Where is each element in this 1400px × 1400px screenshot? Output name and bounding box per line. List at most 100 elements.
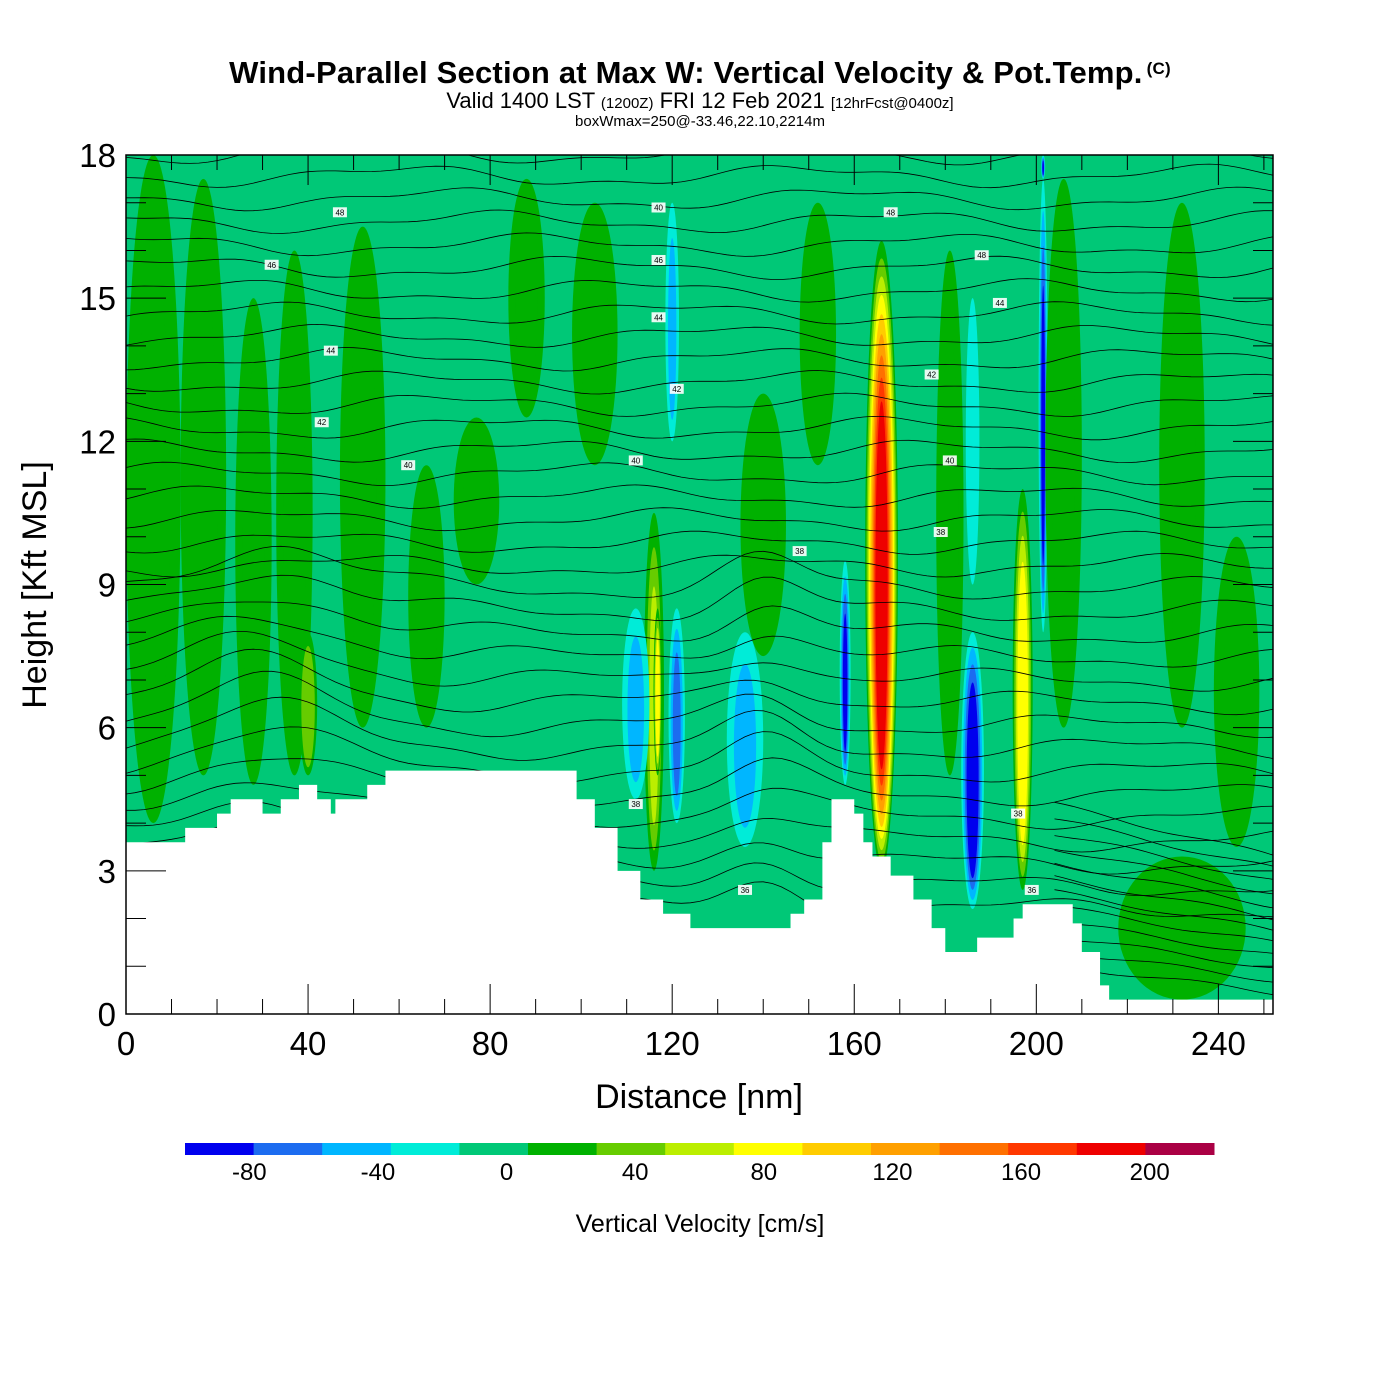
- isentrope-label-bg: [1011, 808, 1026, 819]
- isentrope-label-13: 44: [992, 297, 1007, 308]
- velocity-cell-26-2: [1052, 260, 1075, 679]
- velocity-cell-11-5: [656, 650, 660, 749]
- colorbar-swatch-6: [596, 1143, 666, 1155]
- velocity-cell-7-2: [462, 442, 491, 570]
- colorbar-swatch-1: [253, 1143, 323, 1155]
- isentrope-label-bg: [792, 546, 807, 557]
- isentrope-label-bg: [628, 799, 643, 810]
- isentrope-label-bg: [651, 254, 666, 265]
- colorbar-swatch-0: [185, 1143, 255, 1155]
- isentrope-line-13: [126, 574, 1273, 622]
- velocity-cell-3-2: [283, 328, 306, 729]
- copyright-mark: (C): [1146, 59, 1171, 78]
- isentrope-line-6: [126, 726, 1273, 784]
- isentrope-label-text: 36: [741, 886, 750, 895]
- isentrope-line-25: [126, 323, 1273, 348]
- isentrope-label-bg: [738, 884, 753, 895]
- velocity-cell-25-4: [1042, 160, 1044, 176]
- stable-layer-line-6: [1054, 875, 1273, 921]
- isentrope-line-22: [126, 392, 1273, 417]
- x-tick-label: 80: [472, 1025, 509, 1062]
- isentrope-line-24: [126, 347, 1273, 372]
- isentrope-label-text: 42: [927, 371, 936, 380]
- isentrope-label-bg: [651, 312, 666, 323]
- colorbar-swatch-4: [459, 1143, 529, 1155]
- isentrope-label-text: 38: [631, 800, 640, 809]
- forecast-info: [12hrFcst@0400z]: [830, 95, 954, 112]
- valid-date: FRI 12 Feb 2021: [659, 88, 825, 113]
- colorbar-swatch-10: [871, 1143, 941, 1155]
- stable-layer-line-2: [1054, 937, 1273, 969]
- colorbar-swatch-13: [1076, 1143, 1146, 1155]
- isentrope-label-20: 36: [1024, 884, 1039, 895]
- isentrope-label-bg: [314, 417, 329, 428]
- isentrope-label-bg: [883, 207, 898, 218]
- isentrope-line-19: [126, 461, 1273, 486]
- terrain-mask: [126, 770, 1273, 1014]
- isentrope-label-text: 44: [654, 313, 663, 322]
- isentrope-label-bg: [1024, 884, 1039, 895]
- isentrope-label-bg: [933, 527, 948, 538]
- isentrope-label-bg: [974, 250, 989, 261]
- isentrope-line-9: [126, 648, 1273, 716]
- isentrope-line-10: [126, 631, 1273, 692]
- colorbar-tick-label: 80: [750, 1159, 777, 1186]
- y-tick-label: 12: [79, 423, 116, 460]
- isentrope-label-text: 38: [795, 547, 804, 556]
- chart-title: Wind-Parallel Section at Max W: Vertical…: [0, 52, 1400, 90]
- isentrope-label-bg: [992, 297, 1007, 308]
- colorbar-tick-label: 40: [622, 1159, 649, 1186]
- stable-layer-line-9: [1054, 835, 1273, 880]
- isentrope-label-7: 44: [651, 312, 666, 323]
- stable-layer-line-11: [1054, 801, 1273, 856]
- colorbar-swatch-3: [390, 1143, 460, 1155]
- velocity-cell-15-2: [733, 664, 757, 828]
- box-wmax-info: boxWmax=250@-33.46,22.10,2214m: [575, 113, 825, 130]
- velocity-cell-17-2: [806, 241, 829, 442]
- valid-lst: Valid 1400 LST: [446, 88, 595, 113]
- isentrope-label-bg: [651, 202, 666, 213]
- isentrope-label-text: 40: [654, 203, 663, 212]
- isentrope-label-bg: [264, 259, 279, 270]
- isentrope-line-18: [126, 484, 1273, 509]
- stable-layer-line-4: [1054, 905, 1273, 942]
- stable-layer-line-10: [1054, 818, 1273, 867]
- isentrope-label-text: 40: [404, 461, 413, 470]
- isentrope-label-17: 38: [628, 799, 643, 810]
- colorbar-swatch-9: [802, 1143, 872, 1155]
- isentrope-line-21: [126, 415, 1273, 441]
- isentrope-label-text: 36: [1027, 886, 1036, 895]
- velocity-cell-21-5: [968, 702, 977, 865]
- isentrope-label-bg: [924, 369, 939, 380]
- isentrope-line-26: [126, 301, 1273, 326]
- isentrope-label-text: 46: [654, 256, 663, 265]
- isentrope-label-5: 40: [651, 202, 666, 213]
- colorbar-title: Vertical Velocity [cm/s]: [576, 1210, 825, 1238]
- stable-layer-line-5: [1054, 889, 1273, 931]
- isentrope-label-3: 42: [314, 417, 329, 428]
- isentrope-label-2: 44: [323, 345, 338, 356]
- isentrope-label-text: 44: [995, 299, 1004, 308]
- velocity-cell-0-2: [136, 254, 170, 764]
- stable-layer-line-8: [1054, 850, 1273, 895]
- isentrope-label-text: 42: [317, 418, 326, 427]
- colorbar-tick-label: 200: [1130, 1159, 1170, 1186]
- x-axis-title: Distance [nm]: [595, 1078, 803, 1116]
- isentrope-label-9: 40: [628, 455, 643, 466]
- isentrope-label-text: 44: [326, 347, 335, 356]
- y-tick-label: 6: [98, 710, 116, 747]
- velocity-cell-14-2: [627, 636, 645, 783]
- isentrope-line-16: [126, 530, 1273, 555]
- isentrope-line-7: [126, 696, 1273, 761]
- isentrope-line-5: [126, 757, 1273, 807]
- isentrope-line-32: [126, 163, 1273, 189]
- isentrope-labels: 48 46 44 42 40 40 46 44 42 40 38 48 48 44 42 40 38 38 36 38…: [264, 202, 1039, 895]
- isentrope-label-16: 38: [933, 527, 948, 538]
- isentrope-label-4: 40: [401, 460, 416, 471]
- isentrope-line-12: [126, 601, 1273, 643]
- isentrope-label-bg: [323, 345, 338, 356]
- isentrope-label-text: 38: [936, 528, 945, 537]
- isentrope-lines: [126, 155, 1273, 996]
